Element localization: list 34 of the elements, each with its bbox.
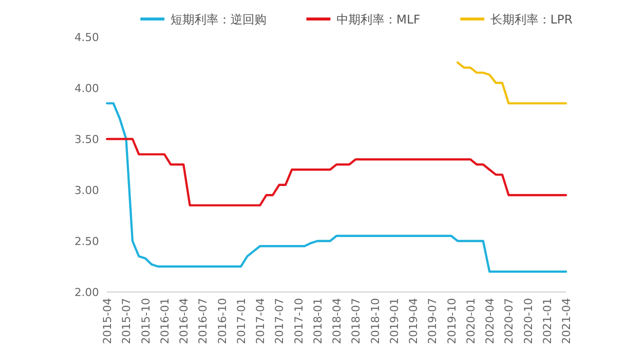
y-tick-label: 4.00 [74,82,99,95]
x-tick-label: 2019-10 [445,298,458,344]
y-tick-label: 3.00 [74,184,99,197]
x-tick-label: 2017-07 [273,298,286,344]
legend-label: 长期利率：LPR [490,12,573,26]
x-tick-label: 2019-07 [426,298,440,344]
x-tick-label: 2015-07 [120,298,134,344]
y-tick-label: 2.00 [74,286,99,299]
x-tick-label: 2017-01 [234,298,248,344]
x-tick-label: 2020-04 [484,298,496,344]
y-tick-label: 2.50 [74,235,99,248]
x-tick-label: 2018-07 [350,298,363,344]
x-tick-label: 2017-10 [292,298,306,344]
x-tick-label: 2016-01 [158,298,172,344]
x-tick-label: 2015-04 [101,298,114,344]
y-tick-label: 4.50 [74,31,99,44]
y-tick-label: 3.50 [74,133,99,146]
x-tick-label: 2018-10 [368,298,382,344]
x-tick-label: 2020-10 [522,298,535,344]
x-tick-label: 2018-01 [311,298,324,344]
x-tick-label: 2018-04 [330,298,344,344]
x-tick-label: 2019-04 [407,298,420,344]
x-tick-label: 2016-04 [178,298,190,344]
x-tick-label: 2017-04 [254,298,267,344]
x-tick-label: 2021-04 [560,298,573,344]
x-tick-label: 2020-01 [464,298,478,344]
x-tick-label: 2015-10 [139,298,152,344]
x-tick-label: 2016-10 [216,298,229,344]
x-tick-label: 2016-07 [196,298,210,344]
x-tick-label: 2021-01 [540,298,554,344]
legend-label: 中期利率：MLF [336,12,420,26]
x-tick-label: 2019-01 [388,298,401,344]
x-tick-label: 2020-07 [502,298,516,344]
legend-label: 短期利率：逆回购 [170,12,266,26]
